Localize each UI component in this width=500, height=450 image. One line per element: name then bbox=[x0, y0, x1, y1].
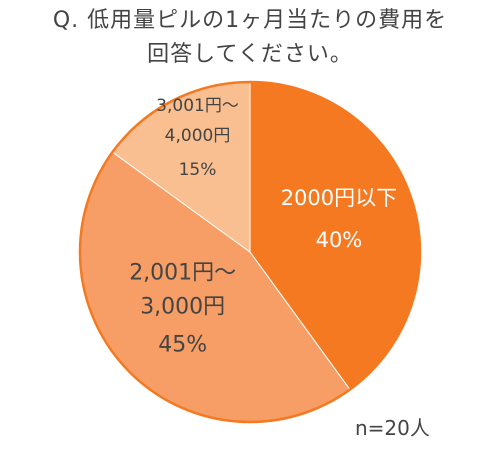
slice-1-label-line-1: 2000円以下 bbox=[281, 186, 397, 210]
slice-2-value-label: 45% bbox=[158, 332, 207, 357]
title-line-2: 回答してください。 bbox=[147, 42, 353, 67]
chart-title: Q. 低用量ピルの1ヶ月当たりの費用を 回答してください。 bbox=[0, 0, 500, 72]
title-line-1: Q. 低用量ピルの1ヶ月当たりの費用を bbox=[52, 8, 448, 33]
slice-3-label-line-2: 4,000円 bbox=[165, 126, 231, 146]
sample-size-note: n=20人 bbox=[355, 416, 430, 440]
pie-labels: 2000円以下 40% 2,001円〜 3,000円 45% 3,001円〜 4,000円 1… bbox=[129, 96, 397, 357]
slice-3-label-line-1: 3,001円〜 bbox=[156, 96, 239, 116]
pie-slices bbox=[78, 80, 422, 424]
slice-2-label-line-1: 2,001円〜 bbox=[129, 260, 236, 285]
pie-border-ring bbox=[78, 80, 422, 424]
slice-3-value-label: 15% bbox=[179, 160, 217, 180]
slice-2-label-line-2: 3,000円 bbox=[140, 294, 225, 319]
slice-1-value-label: 40% bbox=[316, 228, 363, 252]
